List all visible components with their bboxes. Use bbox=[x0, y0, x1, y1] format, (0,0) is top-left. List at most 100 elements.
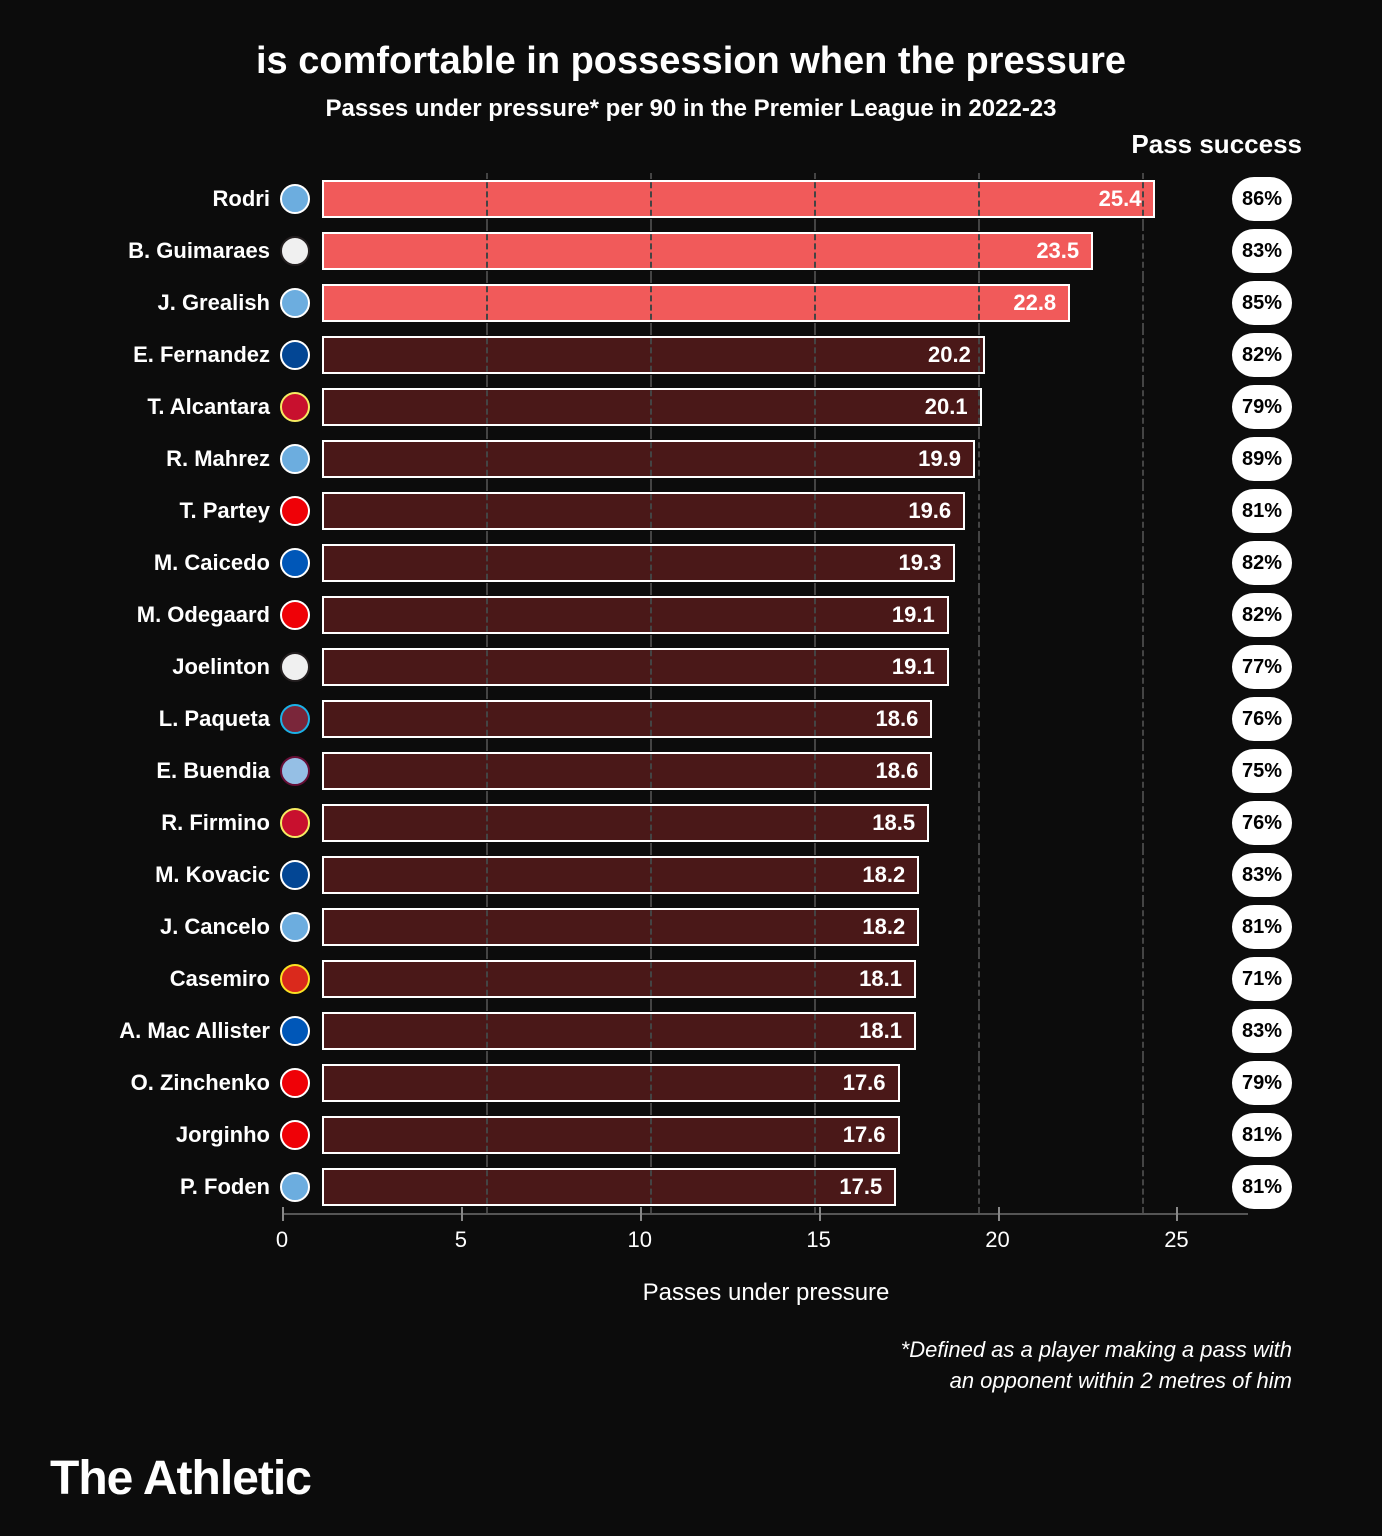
bar-track: 18.5 bbox=[322, 797, 1208, 849]
pass-success-pill: 83% bbox=[1232, 853, 1292, 897]
bar-track: 18.1 bbox=[322, 1005, 1208, 1057]
data-bar: 18.2 bbox=[322, 856, 919, 894]
club-badge-icon bbox=[280, 340, 310, 370]
club-badge-icon bbox=[280, 600, 310, 630]
data-bar: 17.6 bbox=[322, 1116, 900, 1154]
club-badge-icon bbox=[280, 444, 310, 474]
brand-logo: The Athletic bbox=[50, 1451, 311, 1506]
player-name: M. Kovacic bbox=[90, 862, 280, 888]
player-name: O. Zinchenko bbox=[90, 1070, 280, 1096]
bar-row: B. Guimaraes23.583% bbox=[90, 225, 1292, 277]
player-name: R. Firmino bbox=[90, 810, 280, 836]
bar-track: 17.6 bbox=[322, 1109, 1208, 1161]
data-bar: 23.5 bbox=[322, 232, 1093, 270]
pass-success-pill: 81% bbox=[1232, 489, 1292, 533]
bar-track: 18.2 bbox=[322, 901, 1208, 953]
bar-track: 18.6 bbox=[322, 745, 1208, 797]
bar-row: J. Cancelo 18.2 81% bbox=[90, 901, 1292, 953]
club-badge-icon bbox=[280, 548, 310, 578]
data-bar: 18.1 bbox=[322, 960, 916, 998]
player-name: Jorginho bbox=[90, 1122, 280, 1148]
pass-success-pill: 81% bbox=[1232, 905, 1292, 949]
data-bar: 20.2 bbox=[322, 336, 985, 374]
club-badge-icon bbox=[280, 704, 310, 734]
bar-row: J. Grealish22.885% bbox=[90, 277, 1292, 329]
pass-success-pill: 71% bbox=[1232, 957, 1292, 1001]
bar-rows: Rodri25.486%B. Guimaraes23.583%J. Greali… bbox=[90, 173, 1292, 1213]
bar-row: Joelinton 19.1 77% bbox=[90, 641, 1292, 693]
footnote-line-2: an opponent within 2 metres of him bbox=[950, 1368, 1292, 1393]
chart-subtitle: Passes under pressure* per 90 in the Pre… bbox=[50, 95, 1332, 123]
club-badge-icon bbox=[280, 1016, 310, 1046]
bar-track: 20.1 bbox=[322, 381, 1208, 433]
club-badge-icon bbox=[280, 1172, 310, 1202]
pass-success-pill: 83% bbox=[1232, 1009, 1292, 1053]
player-name: B. Guimaraes bbox=[90, 238, 280, 264]
data-bar: 17.6 bbox=[322, 1064, 900, 1102]
player-name: R. Mahrez bbox=[90, 446, 280, 472]
bar-row: M. Odegaard19.182% bbox=[90, 589, 1292, 641]
bar-row: Jorginho17.681% bbox=[90, 1109, 1292, 1161]
x-tick-label: 0 bbox=[276, 1227, 288, 1253]
bar-row: T. Alcantara20.179% bbox=[90, 381, 1292, 433]
bar-track: 18.2 bbox=[322, 849, 1208, 901]
club-badge-icon bbox=[280, 1068, 310, 1098]
bar-row: A. Mac Allister18.183% bbox=[90, 1005, 1292, 1057]
player-name: T. Partey bbox=[90, 498, 280, 524]
player-name: M. Caicedo bbox=[90, 550, 280, 576]
chart-area: Pass success Rodri25.486%B. Guimaraes23.… bbox=[90, 173, 1292, 1213]
data-bar: 18.6 bbox=[322, 700, 932, 738]
chart-title: is comfortable in possession when the pr… bbox=[50, 40, 1332, 83]
club-badge-icon bbox=[280, 288, 310, 318]
bar-track: 19.1 bbox=[322, 589, 1208, 641]
data-bar: 20.1 bbox=[322, 388, 982, 426]
player-name: L. Paqueta bbox=[90, 706, 280, 732]
bar-track: 20.2 bbox=[322, 329, 1208, 381]
data-bar: 25.4 bbox=[322, 180, 1155, 218]
bar-track: 18.6 bbox=[322, 693, 1208, 745]
data-bar: 22.8 bbox=[322, 284, 1070, 322]
player-name: Casemiro bbox=[90, 966, 280, 992]
pass-success-pill: 82% bbox=[1232, 593, 1292, 637]
bar-track: 23.5 bbox=[322, 225, 1208, 277]
bar-track: 22.8 bbox=[322, 277, 1208, 329]
club-badge-icon bbox=[280, 808, 310, 838]
data-bar: 19.1 bbox=[322, 596, 949, 634]
player-name: Rodri bbox=[90, 186, 280, 212]
x-tick-label: 10 bbox=[628, 1227, 652, 1253]
club-badge-icon bbox=[280, 652, 310, 682]
bar-track: 19.3 bbox=[322, 537, 1208, 589]
player-name: J. Cancelo bbox=[90, 914, 280, 940]
bar-track: 25.4 bbox=[322, 173, 1208, 225]
pass-success-pill: 77% bbox=[1232, 645, 1292, 689]
x-axis: 0510152025 bbox=[282, 1213, 1248, 1273]
club-badge-icon bbox=[280, 964, 310, 994]
bar-track: 18.1 bbox=[322, 953, 1208, 1005]
club-badge-icon bbox=[280, 1120, 310, 1150]
x-tick-label: 5 bbox=[455, 1227, 467, 1253]
x-axis-label: Passes under pressure bbox=[200, 1279, 1332, 1307]
bar-row: M. Caicedo19.382% bbox=[90, 537, 1292, 589]
data-bar: 19.1 bbox=[322, 648, 949, 686]
bar-track: 17.6 bbox=[322, 1057, 1208, 1109]
bar-row: R. Mahrez19.989% bbox=[90, 433, 1292, 485]
bar-row: M. Kovacic 18.2 83% bbox=[90, 849, 1292, 901]
player-name: E. Fernandez bbox=[90, 342, 280, 368]
club-badge-icon bbox=[280, 496, 310, 526]
data-bar: 19.9 bbox=[322, 440, 975, 478]
data-bar: 19.3 bbox=[322, 544, 955, 582]
bar-track: 17.5 bbox=[322, 1161, 1208, 1213]
bar-row: O. Zinchenko17.679% bbox=[90, 1057, 1292, 1109]
chart-footnote: *Defined as a player making a pass with … bbox=[50, 1335, 1292, 1397]
footnote-line-1: *Defined as a player making a pass with bbox=[901, 1337, 1292, 1362]
player-name: P. Foden bbox=[90, 1174, 280, 1200]
player-name: Joelinton bbox=[90, 654, 280, 680]
pass-success-pill: 85% bbox=[1232, 281, 1292, 325]
data-bar: 19.6 bbox=[322, 492, 965, 530]
data-bar: 18.1 bbox=[322, 1012, 916, 1050]
bar-row: P. Foden17.581% bbox=[90, 1161, 1292, 1213]
bar-row: Rodri25.486% bbox=[90, 173, 1292, 225]
club-badge-icon bbox=[280, 184, 310, 214]
data-bar: 18.2 bbox=[322, 908, 919, 946]
club-badge-icon bbox=[280, 392, 310, 422]
